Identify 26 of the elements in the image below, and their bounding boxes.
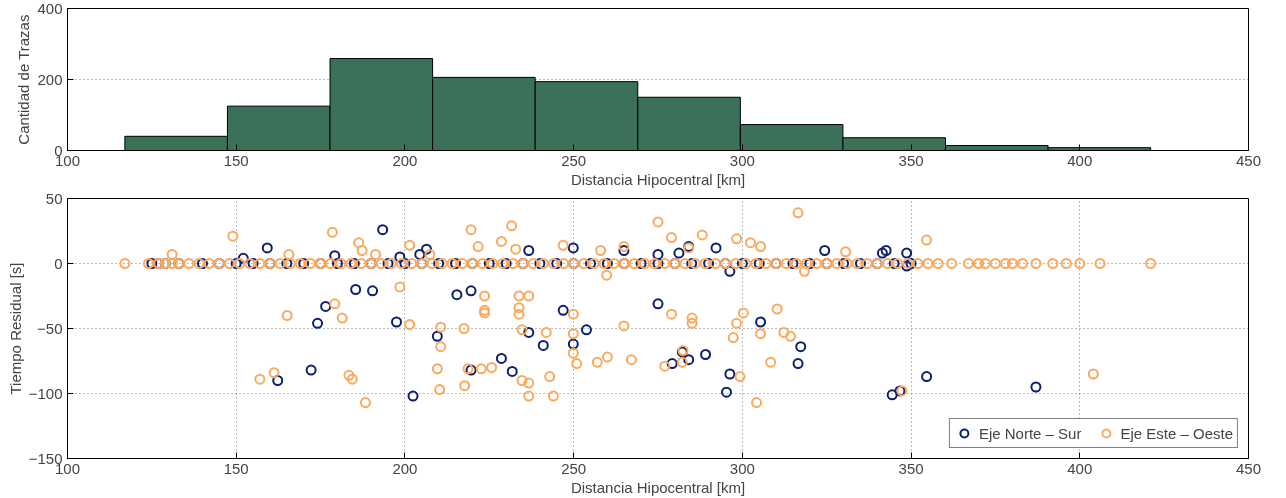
x-axis-title: Distancia Hipocentral [km] [570, 478, 746, 496]
y-tick-label: 400 [37, 0, 63, 17]
y-tick-label: −100 [28, 384, 63, 402]
x-tick-label: 150 [223, 151, 249, 169]
y-tick-label: 200 [37, 70, 63, 88]
x-tick-label: 400 [1067, 151, 1093, 169]
x-tick-label: 450 [1235, 151, 1262, 169]
x-tick-label: 400 [1067, 459, 1093, 477]
y-tick-label: −50 [37, 319, 63, 337]
x-axis-title: Distancia Hipocentral [km] [570, 170, 746, 188]
y-axis-title: Cantidad de Trazas [15, 14, 33, 145]
legend-label: Eje Norte – Sur [978, 424, 1082, 442]
y-axis-title: Tiempo Residual [s] [6, 262, 24, 395]
x-tick-label: 350 [898, 459, 924, 477]
x-tick-label: 300 [729, 151, 755, 169]
x-tick-label: 150 [223, 459, 249, 477]
x-tick-label: 200 [392, 459, 418, 477]
x-tick-label: 250 [561, 459, 587, 477]
x-tick-label: 350 [898, 151, 924, 169]
x-tick-label: 450 [1235, 459, 1262, 477]
legend-label: Eje Este – Oeste [1120, 424, 1233, 442]
x-tick-label: 200 [392, 151, 418, 169]
y-tick-label: 50 [45, 189, 63, 207]
x-tick-label: 300 [729, 459, 755, 477]
y-tick-label: 0 [54, 254, 63, 272]
x-tick-label: 250 [561, 151, 587, 169]
